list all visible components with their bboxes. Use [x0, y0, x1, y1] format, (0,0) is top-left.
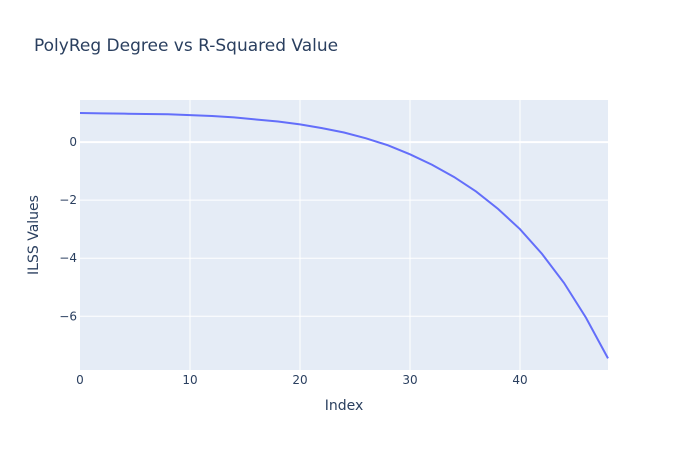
x-axis-ticks: 0 10 20 30 40	[76, 373, 527, 387]
data-point	[100, 111, 104, 115]
x-tick-label: 30	[402, 373, 417, 387]
data-point	[144, 112, 148, 116]
plot-area	[78, 100, 610, 370]
plot-background	[80, 100, 608, 370]
gridlines	[80, 100, 608, 370]
data-point	[342, 131, 346, 135]
data-point	[606, 356, 610, 360]
data-point	[540, 252, 544, 256]
data-point	[430, 163, 434, 167]
data-point	[276, 119, 280, 123]
data-point	[518, 227, 522, 231]
data-point	[408, 152, 412, 156]
series-line	[79, 112, 609, 359]
data-point	[584, 316, 588, 320]
data-point	[254, 117, 258, 121]
data-point	[210, 114, 214, 118]
data-point	[452, 175, 456, 179]
y-axis-title: ILSS Values	[26, 195, 42, 275]
x-tick-label: 40	[512, 373, 527, 387]
y-tick-label: −6	[59, 309, 77, 323]
chart-title: PolyReg Degree vs R-Squared Value	[34, 36, 338, 56]
data-point	[496, 207, 500, 211]
data-point	[562, 281, 566, 285]
y-tick-label: −2	[59, 193, 77, 207]
y-tick-label: −4	[59, 251, 77, 265]
data-point	[78, 111, 82, 115]
data-point	[166, 112, 170, 116]
x-axis-title: Index	[325, 398, 364, 414]
data-point	[364, 136, 368, 140]
data-point	[298, 122, 302, 126]
data-point	[474, 189, 478, 193]
y-axis-ticks: 0 −2 −4 −6	[59, 135, 77, 323]
x-tick-label: 20	[292, 373, 307, 387]
data-point	[320, 126, 324, 130]
data-point	[386, 143, 390, 147]
data-point	[122, 112, 126, 116]
y-tick-label: 0	[69, 135, 77, 149]
data-point	[232, 115, 236, 119]
x-tick-label: 10	[182, 373, 197, 387]
data-point	[188, 113, 192, 117]
x-tick-label: 0	[76, 373, 84, 387]
